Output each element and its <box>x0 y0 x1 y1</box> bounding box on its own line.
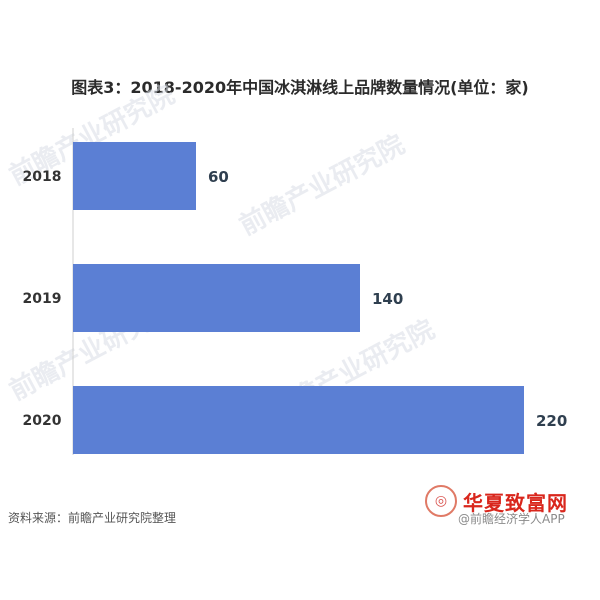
value-label-2019: 140 <box>372 290 403 308</box>
category-label-2018: 2018 <box>23 169 62 185</box>
bar-2019 <box>73 264 360 332</box>
credit-note: @前瞻经济学人APP <box>458 512 565 526</box>
bar-2018 <box>73 142 196 210</box>
value-label-2018: 60 <box>208 168 229 186</box>
bar-2020 <box>73 386 524 454</box>
category-label-2020: 2020 <box>23 413 62 429</box>
chart-title: 图表3：2018-2020年中国冰淇淋线上品牌数量情况(单位：家) <box>71 78 529 97</box>
brand-logo-icon: ◎ <box>425 485 457 517</box>
brand-name: 华夏致富网 <box>463 490 568 515</box>
source-note: 资料来源：前瞻产业研究院整理 <box>8 511 177 525</box>
category-label-2019: 2019 <box>23 291 62 307</box>
value-label-2020: 220 <box>536 412 567 430</box>
brand-badge[interactable]: ◎ 华夏致富网 <box>425 485 568 517</box>
